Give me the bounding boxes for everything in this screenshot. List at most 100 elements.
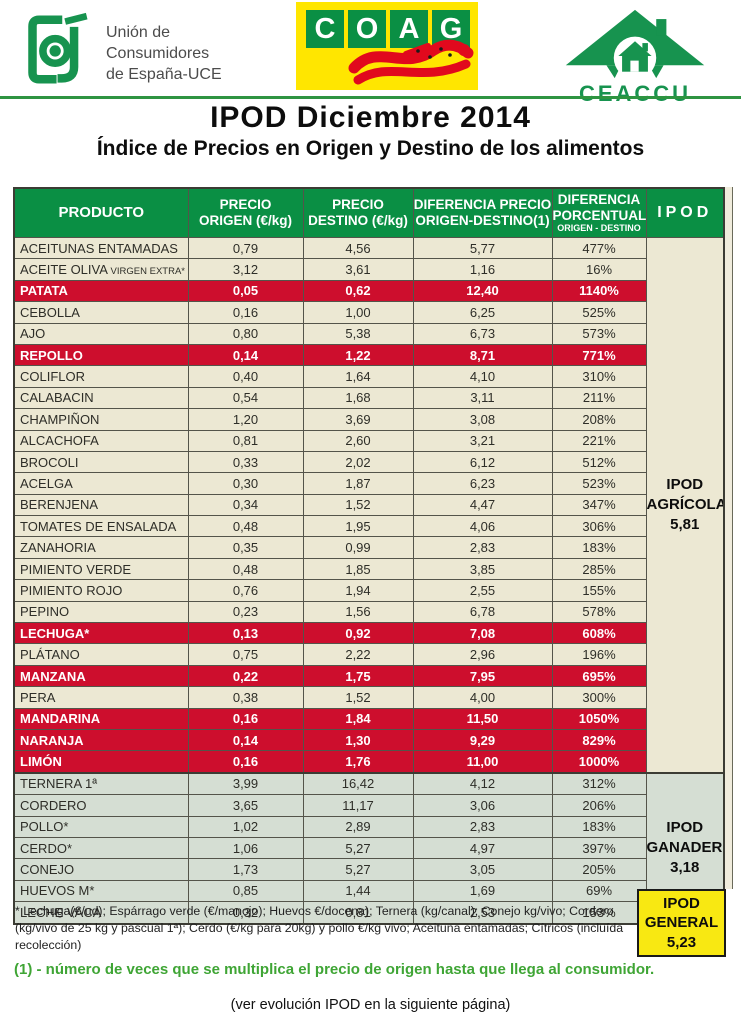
col-header-label: IPOD: [657, 203, 713, 221]
price-difference-cell: 2,83: [412, 815, 553, 838]
ipod-summary-line: GANADERO: [646, 839, 723, 856]
origin-price-cell: 0,30: [187, 472, 304, 495]
origin-price-cell: 0,75: [187, 643, 304, 666]
col-header-label: PRECIO: [332, 197, 384, 213]
product-cell: REPOLLO: [13, 343, 189, 367]
percent-difference-cell: 155%: [551, 579, 647, 602]
table-row: ACEITE OLIVA VIRGEN EXTRA* 3,12 3,61 1,16 16…: [13, 258, 724, 281]
price-difference-cell: 6,25: [412, 301, 553, 324]
product-cell: TERNERA 1ª: [13, 771, 189, 796]
destination-price-cell: 1,56: [302, 600, 414, 624]
product-cell: ACEITUNAS ENTAMADAS: [13, 236, 189, 260]
product-cell: COLIFLOR: [13, 365, 189, 388]
origin-price-cell: 0,35: [187, 536, 304, 559]
destination-price-cell: 1,84: [302, 707, 414, 730]
page-title: IPOD Diciembre 2014: [210, 101, 531, 134]
percent-difference-cell: 1050%: [551, 707, 647, 730]
destination-price-cell: 0,99: [302, 536, 414, 559]
origin-price-cell: 1,20: [187, 408, 304, 431]
footnote-1: (1) - número de veces que se multiplica …: [14, 961, 655, 978]
origin-price-cell: 0,05: [187, 279, 304, 303]
table-row: COLIFLOR 0,40 1,64 4,10 310%: [13, 365, 724, 388]
percent-difference-cell: 208%: [551, 408, 647, 431]
table-row: PEPINO 0,23 1,56 6,78 578%: [13, 600, 724, 624]
destination-price-cell: 1,64: [302, 365, 414, 388]
destination-price-cell: 1,00: [302, 301, 414, 324]
coag-letter: A: [390, 10, 428, 48]
percent-difference-cell: 196%: [551, 643, 647, 666]
origin-price-cell: 0,22: [187, 664, 304, 688]
col-header-diferencia-porcentual: DIFERENCIA PORCENTUAL ORIGEN - DESTINO: [551, 187, 647, 238]
origin-price-cell: 0,13: [187, 622, 304, 645]
table-row: BROCOLI 0,33 2,02 6,12 512%: [13, 450, 724, 474]
product-cell: BROCOLI: [13, 450, 189, 474]
col-header-label: DESTINO (€/kg): [308, 213, 408, 228]
percent-difference-cell: 347%: [551, 493, 647, 517]
destination-price-cell: 5,27: [302, 858, 414, 881]
price-difference-cell: 3,85: [412, 557, 553, 581]
table-row: POLLO* 1,02 2,89 2,83 183%: [13, 815, 724, 838]
percent-difference-cell: 312%: [551, 771, 647, 796]
origin-price-cell: 0,16: [187, 707, 304, 730]
ipod-general-line: GENERAL: [644, 914, 719, 932]
price-difference-cell: 11,50: [412, 707, 553, 730]
col-header-precio-origen: PRECIO ORIGEN (€/kg): [187, 187, 304, 238]
origin-price-cell: 0,38: [187, 686, 304, 709]
product-cell: PIMIENTO ROJO: [13, 579, 189, 602]
table-row: CORDERO 3,65 11,17 3,06 206%: [13, 794, 724, 817]
price-difference-cell: 1,16: [412, 258, 553, 281]
origin-price-cell: 0,85: [187, 879, 304, 903]
table-row: PIMIENTO VERDE 0,48 1,85 3,85 285%: [13, 557, 724, 581]
origin-price-cell: 0,23: [187, 600, 304, 624]
col-header-sublabel: ORIGEN - DESTINO: [557, 223, 641, 234]
destination-price-cell: 0,92: [302, 622, 414, 645]
origin-price-cell: 0,34: [187, 493, 304, 517]
product-cell: HUEVOS M*: [13, 879, 189, 903]
origin-price-cell: 0,48: [187, 515, 304, 538]
percent-difference-cell: 573%: [551, 322, 647, 345]
col-header-label: DIFERENCIA PRECIO: [413, 197, 552, 213]
coag-letter: O: [348, 10, 386, 48]
ceaccu-house-icon: [565, 9, 705, 80]
col-header-precio-destino: PRECIO DESTINO (€/kg): [302, 187, 414, 238]
product-cell: CONEJO: [13, 858, 189, 881]
table-row: MANDARINA 0,16 1,84 11,50 1050%: [13, 707, 724, 730]
table-row: CEBOLLA 0,16 1,00 6,25 525%: [13, 301, 724, 324]
percent-difference-cell: 477%: [551, 236, 647, 260]
price-difference-cell: 11,00: [412, 750, 553, 774]
table-row: TOMATES DE ENSALADA 0,48 1,95 4,06 306%: [13, 515, 724, 538]
price-difference-cell: 8,71: [412, 343, 553, 367]
col-header-diferencia-precio: DIFERENCIA PRECIO ORIGEN-DESTINO(1): [412, 187, 553, 238]
uce-text-line: Unión de: [106, 24, 171, 41]
table-row: AJO 0,80 5,38 6,73 573%: [13, 322, 724, 345]
price-difference-cell: 3,11: [412, 386, 553, 410]
table-row: REPOLLO 0,14 1,22 8,71 771%: [13, 343, 724, 367]
percent-difference-cell: 69%: [551, 879, 647, 903]
ceaccu-logo: CEACCU: [560, 8, 710, 107]
price-difference-cell: 7,08: [412, 622, 553, 645]
percent-difference-cell: 525%: [551, 301, 647, 324]
price-difference-cell: 6,78: [412, 600, 553, 624]
percent-difference-cell: 153%: [551, 901, 647, 924]
percent-difference-cell: 285%: [551, 557, 647, 581]
price-difference-cell: 4,00: [412, 686, 553, 709]
product-cell: CEBOLLA: [13, 301, 189, 324]
origin-price-cell: 0,16: [187, 750, 304, 774]
origin-price-cell: 3,65: [187, 794, 304, 817]
percent-difference-cell: 221%: [551, 429, 647, 452]
product-cell: PERA: [13, 686, 189, 709]
percent-difference-cell: 306%: [551, 515, 647, 538]
product-cell: LECHUGA*: [13, 622, 189, 645]
percent-difference-cell: 523%: [551, 472, 647, 495]
destination-price-cell: 11,17: [302, 794, 414, 817]
origin-price-cell: 1,73: [187, 858, 304, 881]
destination-price-cell: 0,62: [302, 279, 414, 303]
destination-price-cell: 2,89: [302, 815, 414, 838]
col-header-label: PORCENTUAL: [552, 207, 646, 223]
percent-difference-cell: 578%: [551, 600, 647, 624]
destination-price-cell: 1,52: [302, 686, 414, 709]
percent-difference-cell: 829%: [551, 728, 647, 752]
table-row: PIMIENTO ROJO 0,76 1,94 2,55 155%: [13, 579, 724, 602]
table-row: BERENJENA 0,34 1,52 4,47 347%: [13, 493, 724, 517]
product-cell: PIMIENTO VERDE: [13, 557, 189, 581]
